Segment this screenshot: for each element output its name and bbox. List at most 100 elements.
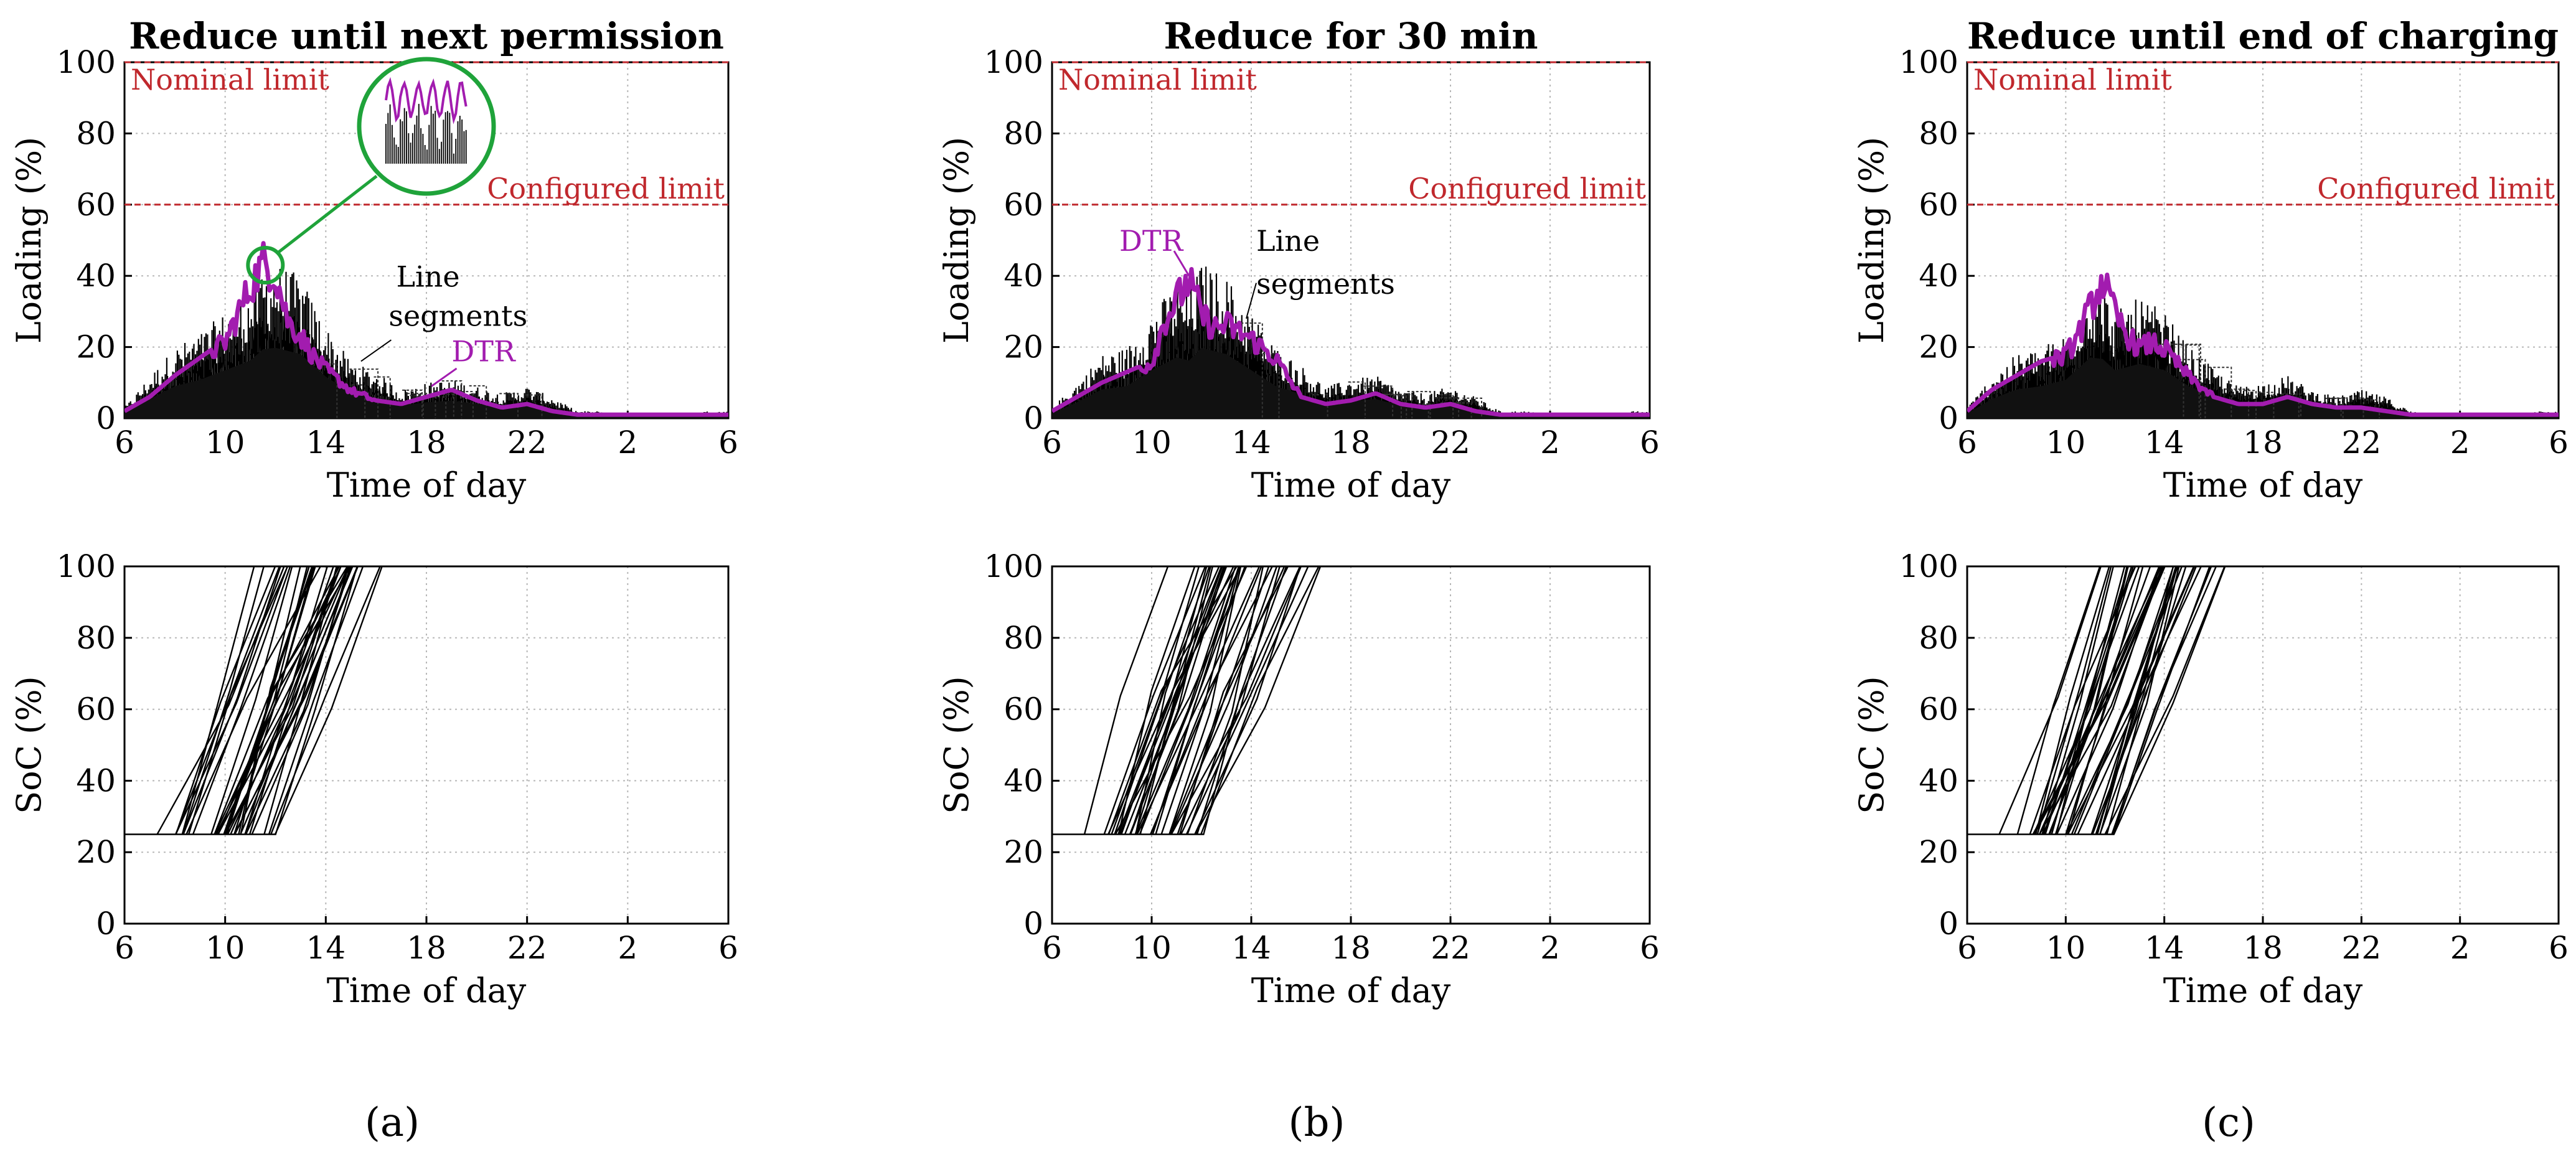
y-tick-label: 60 [76, 187, 116, 223]
x-tick-label: 10 [205, 930, 245, 966]
x-tick-label: 22 [1431, 424, 1470, 461]
chart-title: Reduce until end of charging [1967, 15, 2559, 57]
plot-area [125, 241, 728, 418]
x-tick-label: 2 [1540, 424, 1560, 461]
x-tick-label: 6 [2549, 930, 2569, 966]
y-tick-label: 80 [76, 115, 116, 151]
x-tick-label: 18 [407, 424, 446, 461]
limit-label: Configured limit [2317, 172, 2555, 205]
x-tick-label: 2 [618, 424, 637, 461]
zoom-detail-lines [385, 103, 467, 164]
y-tick-label: 0 [96, 400, 116, 436]
x-tick-label: 6 [2549, 424, 2569, 461]
dtr-series [1967, 273, 2559, 417]
chart-title: Reduce until next permission [129, 15, 724, 57]
x-tick-label: 6 [1640, 424, 1660, 461]
line-segments-label: segments [1256, 267, 1395, 301]
panel-caption: (a) [365, 1100, 420, 1146]
x-tick-label: 6 [1640, 930, 1660, 966]
x-tick-label: 18 [2243, 424, 2283, 461]
y-tick-label: 20 [1004, 329, 1043, 365]
x-tick-label: 18 [1331, 424, 1371, 461]
x-tick-label: 10 [205, 424, 245, 461]
x-tick-label: 6 [1957, 424, 1977, 461]
x-tick-label: 22 [507, 424, 547, 461]
x-tick-label: 14 [1231, 930, 1271, 966]
x-tick-label: 18 [2243, 930, 2283, 966]
y-tick-label: 60 [1004, 691, 1043, 728]
dtr-label: DTR [451, 334, 516, 368]
dtr-series [1052, 267, 1650, 417]
x-tick-label: 14 [306, 930, 346, 966]
x-tick-label: 2 [1540, 930, 1560, 966]
y-tick-label: 80 [1919, 620, 1958, 656]
x-tick-label: 2 [2450, 930, 2470, 966]
x-tick-label: 6 [718, 424, 738, 461]
y-tick-label: 0 [1939, 400, 1958, 436]
line-segments-steps [2153, 344, 2381, 418]
x-tick-label: 22 [2342, 424, 2382, 461]
y-tick-label: 20 [76, 834, 116, 870]
y-tick-label: 60 [1004, 187, 1043, 223]
x-tick-label: 14 [1231, 424, 1271, 461]
y-tick-label: 40 [76, 258, 116, 294]
x-axis-label: Time of day [1251, 466, 1451, 505]
y-tick-label: 20 [76, 329, 116, 365]
x-tick-label: 6 [1042, 424, 1062, 461]
line-segments-label: Line [1256, 224, 1320, 258]
x-tick-label: 10 [2046, 424, 2086, 461]
soc-series [1052, 565, 1650, 835]
dtr-series [125, 241, 728, 417]
x-tick-label: 6 [115, 930, 134, 966]
y-tick-label: 40 [76, 762, 116, 799]
x-tick-label: 10 [2046, 930, 2086, 966]
zoom-small-circle [246, 246, 285, 285]
soc-series [125, 565, 728, 835]
x-tick-label: 22 [507, 930, 547, 966]
limit-label: Nominal limit [1058, 63, 1257, 96]
x-tick-label: 6 [1957, 930, 1977, 966]
y-tick-label: 80 [76, 620, 116, 656]
line-segments-pointer [1246, 283, 1257, 319]
x-tick-label: 2 [618, 930, 637, 966]
zoom-detail-dtr [385, 77, 468, 124]
soc-series [1967, 565, 2559, 835]
y-tick-label: 100 [1899, 548, 1958, 584]
x-axis-label: Time of day [327, 971, 527, 1010]
x-axis-label: Time of day [1251, 971, 1451, 1010]
y-tick-label: 20 [1004, 834, 1043, 870]
y-axis-label: SoC (%) [937, 676, 976, 813]
limit-label: Nominal limit [1973, 63, 2172, 96]
y-tick-label: 0 [1939, 906, 1958, 942]
limit-label: Configured limit [487, 172, 725, 205]
y-tick-label: 40 [1919, 762, 1958, 799]
dtr-pointer [1173, 250, 1190, 276]
x-tick-label: 6 [115, 424, 134, 461]
line-segments-steps [319, 363, 543, 418]
dtr-pointer [431, 367, 458, 387]
line-segments-label: Line [397, 260, 460, 293]
y-tick-label: 20 [1919, 329, 1958, 365]
panel-caption: (b) [1289, 1100, 1345, 1146]
x-tick-label: 18 [407, 930, 446, 966]
line-segments-base [1967, 357, 2559, 418]
zoom-large-circle [357, 57, 496, 196]
x-tick-label: 22 [2342, 930, 2382, 966]
panel-caption: (c) [2202, 1100, 2255, 1146]
y-tick-label: 60 [76, 691, 116, 728]
y-tick-label: 100 [57, 548, 116, 584]
line-segments-base [125, 347, 728, 418]
y-tick-label: 0 [1023, 906, 1043, 942]
x-tick-label: 6 [1042, 930, 1062, 966]
x-tick-label: 22 [1431, 930, 1470, 966]
x-axis-label: Time of day [2163, 971, 2363, 1010]
x-tick-label: 14 [2145, 424, 2184, 461]
y-axis-label: SoC (%) [1852, 676, 1891, 813]
x-axis-label: Time of day [2163, 466, 2363, 505]
